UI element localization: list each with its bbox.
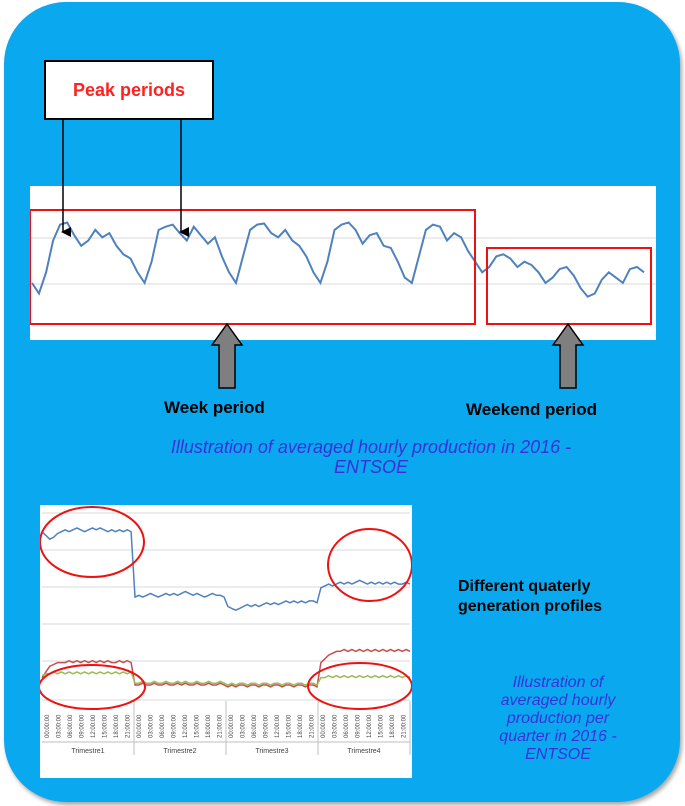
bottom-caption-line4: quarter in 2016 - — [499, 728, 617, 745]
quarter-category-label: Trimestre3 — [255, 748, 288, 755]
x-tick-label: 03:00:00 — [241, 714, 247, 738]
quarterly-series-green — [41, 670, 411, 686]
bottom-caption: Illustration of averaged hourly producti… — [468, 674, 648, 764]
x-tick-label: 21:00:00 — [218, 714, 224, 738]
top-caption: Illustration of averaged hourly producti… — [88, 437, 654, 477]
x-tick-label: 21:00:00 — [310, 714, 316, 738]
x-tick-label: 00:00:00 — [137, 714, 143, 738]
top-caption-line1: Illustration of averaged hourly producti… — [170, 437, 572, 457]
x-tick-label: 18:00:00 — [114, 714, 120, 738]
top-caption-line2: ENTSOE — [333, 457, 408, 477]
x-tick-label: 06:00:00 — [160, 714, 166, 738]
hourly-production-chart — [29, 186, 656, 340]
bottom-caption-line3: production per — [506, 710, 610, 727]
x-tick-label: 09:00:00 — [80, 714, 86, 738]
x-tick-label: 06:00:00 — [252, 714, 258, 738]
x-tick-label: 15:00:00 — [195, 714, 201, 738]
quarter-category-label: Trimestre4 — [347, 748, 380, 755]
quarter-category-label: Trimestre1 — [71, 748, 104, 755]
bottom-caption-line2: averaged hourly — [500, 692, 616, 709]
weekend-period-label: Weekend period — [466, 400, 597, 419]
quarterly-profiles-label: Different quaterly generation profiles — [458, 577, 602, 617]
x-tick-label: 12:00:00 — [275, 714, 281, 738]
x-tick-label: 06:00:00 — [344, 714, 350, 738]
x-tick-label: 09:00:00 — [264, 714, 270, 738]
x-tick-label: 03:00:00 — [333, 714, 339, 738]
hourly-production-svg — [29, 209, 656, 325]
x-tick-label: 00:00:00 — [45, 714, 51, 738]
q1-high-highlight — [39, 506, 145, 578]
q4-low-highlight — [307, 662, 413, 710]
x-tick-label: 21:00:00 — [126, 714, 132, 738]
x-tick-label: 12:00:00 — [91, 714, 97, 738]
x-tick-label: 00:00:00 — [321, 714, 327, 738]
x-tick-label: 21:00:00 — [402, 714, 408, 738]
x-tick-label: 18:00:00 — [298, 714, 304, 738]
quarterly-series-blue — [41, 527, 411, 612]
bottom-caption-line1: Illustration of — [512, 674, 604, 691]
x-tick-label: 09:00:00 — [356, 714, 362, 738]
peak-periods-label: Peak periods — [72, 79, 186, 100]
x-tick-label: 18:00:00 — [206, 714, 212, 738]
x-tick-label: 03:00:00 — [57, 714, 63, 738]
bottom-caption-line5: ENTSOE — [525, 746, 591, 763]
x-tick-label: 00:00:00 — [229, 714, 235, 738]
quarterly-profiles-line1: Different quaterly — [458, 578, 591, 595]
x-tick-label: 06:00:00 — [68, 714, 74, 738]
quarterly-series-red — [41, 648, 411, 689]
q4-high-highlight — [327, 528, 413, 602]
hourly-production-series — [31, 221, 645, 298]
x-tick-label: 03:00:00 — [149, 714, 155, 738]
x-tick-label: 15:00:00 — [287, 714, 293, 738]
x-tick-label: 12:00:00 — [367, 714, 373, 738]
quarterly-production-svg: 00:00:00 03:00:00 06:00:00 09:00:00 12:00:00… — [38, 506, 413, 755]
x-tick-label: 15:00:00 — [103, 714, 109, 738]
peak-periods-callout: Peak periods — [44, 60, 214, 120]
quarter-category-label: Trimestre2 — [163, 748, 196, 755]
quarterly-profiles-line2: generation profiles — [458, 598, 603, 615]
x-tick-label: 12:00:00 — [183, 714, 189, 738]
x-tick-label: 15:00:00 — [379, 714, 385, 738]
quarterly-production-chart: 00:00:00 03:00:00 06:00:00 09:00:00 12:00:00… — [38, 505, 413, 778]
week-period-highlight — [29, 209, 476, 325]
x-tick-label: 09:00:00 — [172, 714, 178, 738]
week-period-label: Week period — [164, 398, 265, 417]
x-tick-label: 18:00:00 — [390, 714, 396, 738]
